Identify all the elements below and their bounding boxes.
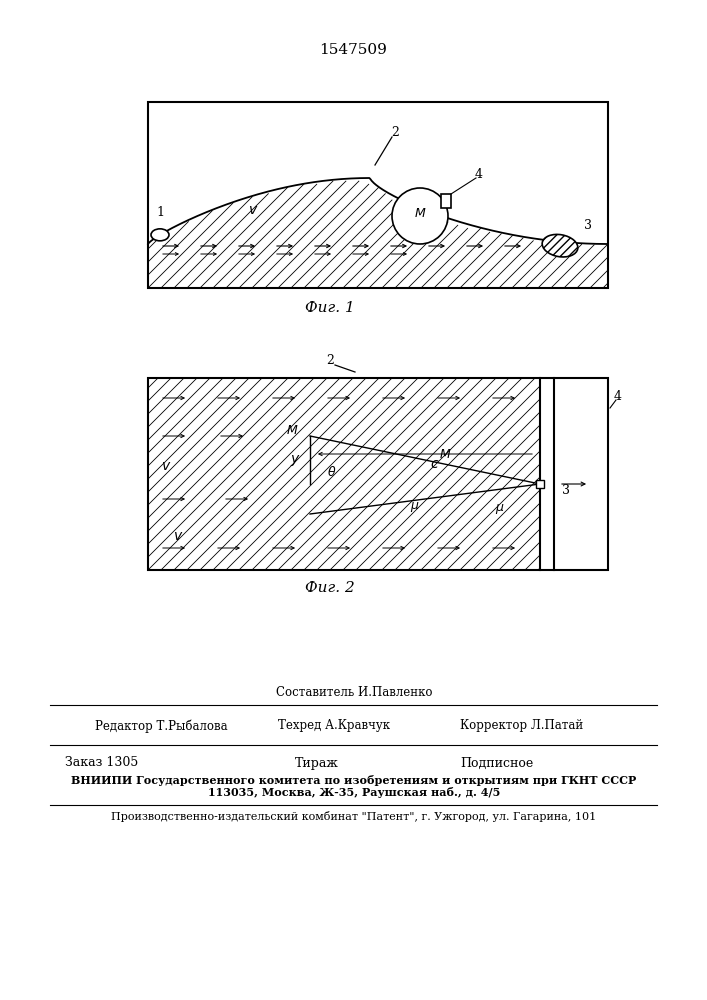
Circle shape xyxy=(392,188,448,244)
Polygon shape xyxy=(441,194,451,208)
Text: $v$: $v$ xyxy=(248,203,258,217)
Text: $M$: $M$ xyxy=(286,424,298,438)
Text: 1: 1 xyxy=(156,206,164,219)
Text: Тираж: Тираж xyxy=(295,756,339,770)
Text: 4: 4 xyxy=(475,168,483,181)
Text: Заказ 1305: Заказ 1305 xyxy=(65,756,139,770)
Text: $M$: $M$ xyxy=(439,448,451,462)
Text: $y$: $y$ xyxy=(290,452,300,468)
Text: 3: 3 xyxy=(562,484,570,496)
Text: Редактор Т.Рыбалова: Редактор Т.Рыбалова xyxy=(95,719,228,733)
Text: $v$: $v$ xyxy=(173,529,183,543)
Text: 2: 2 xyxy=(391,126,399,139)
Text: 4: 4 xyxy=(614,389,622,402)
Text: Техред А.Кравчук: Техред А.Кравчук xyxy=(278,720,390,732)
Text: $c$: $c$ xyxy=(431,457,440,471)
Text: Фиг. 2: Фиг. 2 xyxy=(305,581,355,595)
Text: $v$: $v$ xyxy=(160,459,171,473)
Text: $\mu$: $\mu$ xyxy=(495,502,505,516)
Ellipse shape xyxy=(542,234,578,257)
Text: $\mu$: $\mu$ xyxy=(410,500,420,514)
Text: $\theta$: $\theta$ xyxy=(327,465,337,479)
Polygon shape xyxy=(148,378,608,570)
Text: 113035, Москва, Ж-35, Раушская наб., д. 4/5: 113035, Москва, Ж-35, Раушская наб., д. … xyxy=(208,788,500,798)
Text: Корректор Л.Патай: Корректор Л.Патай xyxy=(460,720,583,732)
Polygon shape xyxy=(540,378,554,570)
Text: Подписное: Подписное xyxy=(460,756,533,770)
Text: ВНИИПИ Государственного комитета по изобретениям и открытиям при ГКНТ СССР: ВНИИПИ Государственного комитета по изоб… xyxy=(71,774,636,786)
Text: Составитель И.Павленко: Составитель И.Павленко xyxy=(276,686,432,698)
Text: Производственно-издательский комбинат "Патент", г. Ужгород, ул. Гагарина, 101: Производственно-издательский комбинат "П… xyxy=(112,812,597,822)
Text: Фиг. 1: Фиг. 1 xyxy=(305,301,355,315)
Ellipse shape xyxy=(151,229,169,241)
Text: 2: 2 xyxy=(326,354,334,366)
Text: M: M xyxy=(414,207,426,220)
Polygon shape xyxy=(554,378,608,570)
Text: 3: 3 xyxy=(584,219,592,232)
Polygon shape xyxy=(148,102,608,288)
Polygon shape xyxy=(536,480,544,488)
Text: 1547509: 1547509 xyxy=(319,43,387,57)
